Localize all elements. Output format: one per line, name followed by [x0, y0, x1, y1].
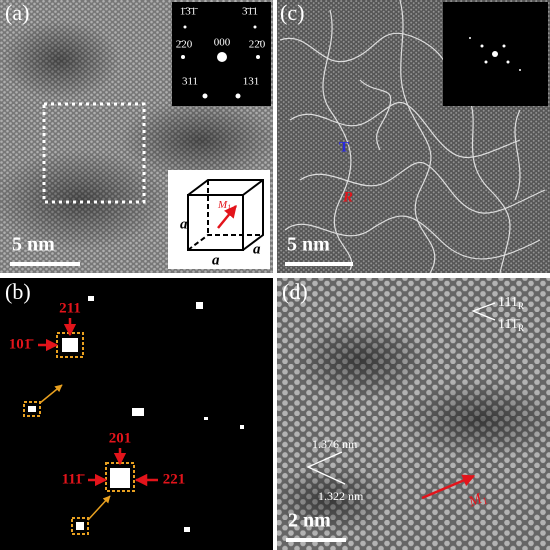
panel-label: (b) — [5, 279, 31, 304]
direction-label: 11̄1̄R — [498, 317, 524, 333]
spot-label: 111̄ — [62, 471, 86, 487]
spot-label: 201 — [109, 430, 132, 446]
spot-label: 211 — [59, 300, 81, 316]
diffraction-label: 311 — [182, 76, 198, 88]
diffraction-label: 131 — [243, 76, 260, 88]
cube-edge: a — [253, 241, 261, 257]
diffraction-label: 1̄3̄1̄ — [180, 6, 199, 18]
spot-label: 221 — [163, 471, 186, 487]
panel-b: 211 101̄ 201 111̄ 221 (b) — [0, 278, 273, 550]
spacing-label: 1.376 nm — [312, 437, 358, 451]
panel-label: (d) — [282, 279, 308, 304]
panel-c: T R 5 nm (c) — [277, 0, 550, 273]
direction-label: 111R — [498, 295, 524, 311]
panel-d: 111R 11̄1̄R 1.376 nm 1.322 nm M1 2 nm (d… — [277, 278, 550, 550]
diffraction-label: 3̄1̄1 — [242, 6, 258, 18]
spot-label: 101̄ — [9, 336, 35, 352]
diffraction-label: 000 — [214, 37, 231, 49]
spacing-label: 1.322 nm — [318, 489, 364, 503]
scale-bar-label: 2 nm — [288, 510, 331, 532]
diffraction-label: 2̄20 — [176, 39, 193, 51]
diffraction-label: 22̄0 — [249, 39, 266, 51]
phase-label: R — [342, 189, 353, 205]
scale-bar-label: 5 nm — [12, 234, 55, 256]
scale-bar-label: 5 nm — [287, 234, 330, 256]
panel-label: (a) — [5, 0, 29, 25]
cube-edge: a — [212, 252, 220, 268]
phase-label: T — [339, 139, 349, 155]
panel-a: 1̄3̄1̄ 3̄1̄1 2̄20 000 22̄0 311 131 a a a… — [0, 0, 273, 273]
panel-label: (c) — [280, 0, 304, 25]
cube-edge: a — [180, 216, 188, 232]
moment-label: M1 — [217, 199, 231, 212]
